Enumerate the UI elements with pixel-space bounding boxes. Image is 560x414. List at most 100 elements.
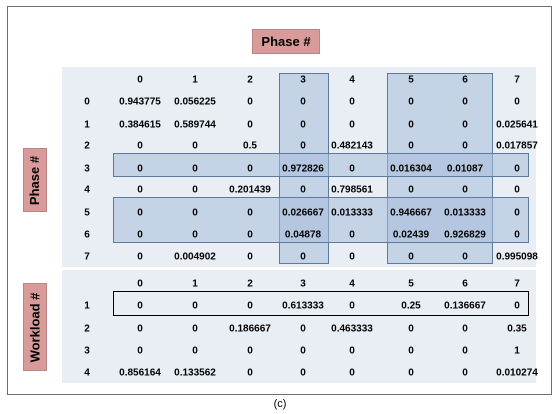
phase-column-header: 4 [349, 74, 355, 86]
workload-cell: 0 [137, 345, 143, 357]
phase-cell: 0.02439 [392, 229, 430, 241]
phase-cell: 0 [408, 184, 414, 196]
workload-column-header: 5 [408, 278, 414, 290]
phase-row-label: 2 [84, 140, 90, 152]
workload-column-header: 6 [462, 278, 468, 290]
phase-cell: 0 [247, 163, 253, 175]
phase-cell: 0 [192, 229, 198, 241]
phase-cell: 0 [349, 251, 355, 263]
phase-cell: 0.995098 [496, 251, 538, 263]
phase-row-label: 0 [84, 96, 90, 108]
phase-row-label: 5 [84, 207, 90, 219]
phase-column-header: 5 [408, 74, 414, 86]
workload-row-axis-label: Workload # [23, 283, 47, 371]
phase-cell: 0 [192, 140, 198, 152]
workload-row-label: 1 [84, 300, 90, 312]
phase-cell: 0 [137, 163, 143, 175]
phase-row-axis-label: Phase # [23, 148, 47, 212]
phase-cell: 0 [462, 251, 468, 263]
workload-column-header: 0 [137, 278, 143, 290]
workload-column-header: 7 [514, 278, 520, 290]
phase-cell: 0.972826 [282, 163, 324, 175]
workload-row-axis-label-text: Workload # [27, 292, 43, 362]
workload-cell: 0.136667 [444, 300, 486, 312]
phase-cell: 0 [349, 96, 355, 108]
phase-cell: 0 [514, 163, 520, 175]
workload-cell: 0 [408, 345, 414, 357]
workload-cell: 0.613333 [282, 300, 324, 312]
workload-cell: 0 [247, 345, 253, 357]
phase-cell: 0.01087 [446, 163, 484, 175]
workload-cell: 0.186667 [229, 323, 271, 335]
workload-cell: 0.463333 [331, 323, 373, 335]
phase-row-label: 3 [84, 163, 90, 175]
phase-cell: 0.025641 [496, 119, 538, 131]
phase-cell: 0 [137, 184, 143, 196]
phase-cell: 0 [514, 96, 520, 108]
phase-cell: 0.589744 [174, 119, 216, 131]
phase-row-label: 6 [84, 229, 90, 241]
workload-cell: 0 [349, 367, 355, 379]
phase-column-header: 2 [247, 74, 253, 86]
workload-cell: 0 [192, 345, 198, 357]
phase-cell: 0.056225 [174, 96, 216, 108]
phase-cell: 0 [247, 119, 253, 131]
phase-cell: 0.482143 [331, 140, 373, 152]
phase-cell: 0.017857 [496, 140, 538, 152]
phase-cell: 0 [137, 251, 143, 263]
workload-cell: 0 [408, 323, 414, 335]
phase-cell: 0 [300, 96, 306, 108]
workload-cell: 0 [137, 300, 143, 312]
phase-cell: 0 [462, 96, 468, 108]
workload-cell: 0 [192, 300, 198, 312]
workload-column-header: 1 [192, 278, 198, 290]
phase-column-header: 1 [192, 74, 198, 86]
workload-cell: 0 [514, 300, 520, 312]
phase-cell: 0 [300, 251, 306, 263]
workload-cell: 0 [300, 323, 306, 335]
workload-cell: 0 [462, 367, 468, 379]
workload-cell: 0 [192, 323, 198, 335]
workload-cell: 0 [300, 367, 306, 379]
phase-cell: 0.5 [243, 140, 257, 152]
workload-column-header: 3 [300, 278, 306, 290]
phase-cell: 0.201439 [229, 184, 271, 196]
workload-row-label: 4 [84, 367, 90, 379]
phase-cell: 0 [349, 229, 355, 241]
figure-caption: (c) [273, 398, 287, 410]
phase-cell: 0 [300, 184, 306, 196]
phase-cell: 0 [349, 119, 355, 131]
workload-cell: 0.133562 [174, 367, 216, 379]
phase-row-label: 4 [84, 184, 90, 196]
phase-cell: 0 [247, 96, 253, 108]
phase-cell: 0.026667 [282, 207, 324, 219]
phase-cell: 0 [137, 229, 143, 241]
phase-cell: 0 [300, 119, 306, 131]
phase-cell: 0.016304 [390, 163, 432, 175]
phase-cell: 0 [247, 207, 253, 219]
workload-column-header: 4 [349, 278, 355, 290]
phase-cell: 0 [408, 119, 414, 131]
workload-cell: 0 [137, 323, 143, 335]
phase-cell: 0 [462, 119, 468, 131]
workload-row-label: 2 [84, 323, 90, 335]
workload-cell: 0 [349, 300, 355, 312]
figure-frame [7, 6, 552, 395]
phase-column-title-text: Phase # [261, 34, 311, 49]
phase-cell: 0 [408, 251, 414, 263]
phase-cell: 0.946667 [390, 207, 432, 219]
workload-column-header: 2 [247, 278, 253, 290]
phase-column-header: 3 [300, 74, 306, 86]
phase-cell: 0.013333 [444, 207, 486, 219]
phase-cell: 0 [408, 140, 414, 152]
phase-column-title: Phase # [252, 29, 320, 54]
workload-cell: 0.010274 [496, 367, 538, 379]
workload-cell: 1 [514, 345, 520, 357]
phase-column-header: 7 [514, 74, 520, 86]
workload-panel [62, 270, 536, 383]
phase-cell: 0 [192, 184, 198, 196]
workload-cell: 0.25 [401, 300, 421, 312]
workload-cell: 0 [349, 345, 355, 357]
workload-row-1-outline [113, 291, 529, 316]
phase-cell: 0 [462, 184, 468, 196]
